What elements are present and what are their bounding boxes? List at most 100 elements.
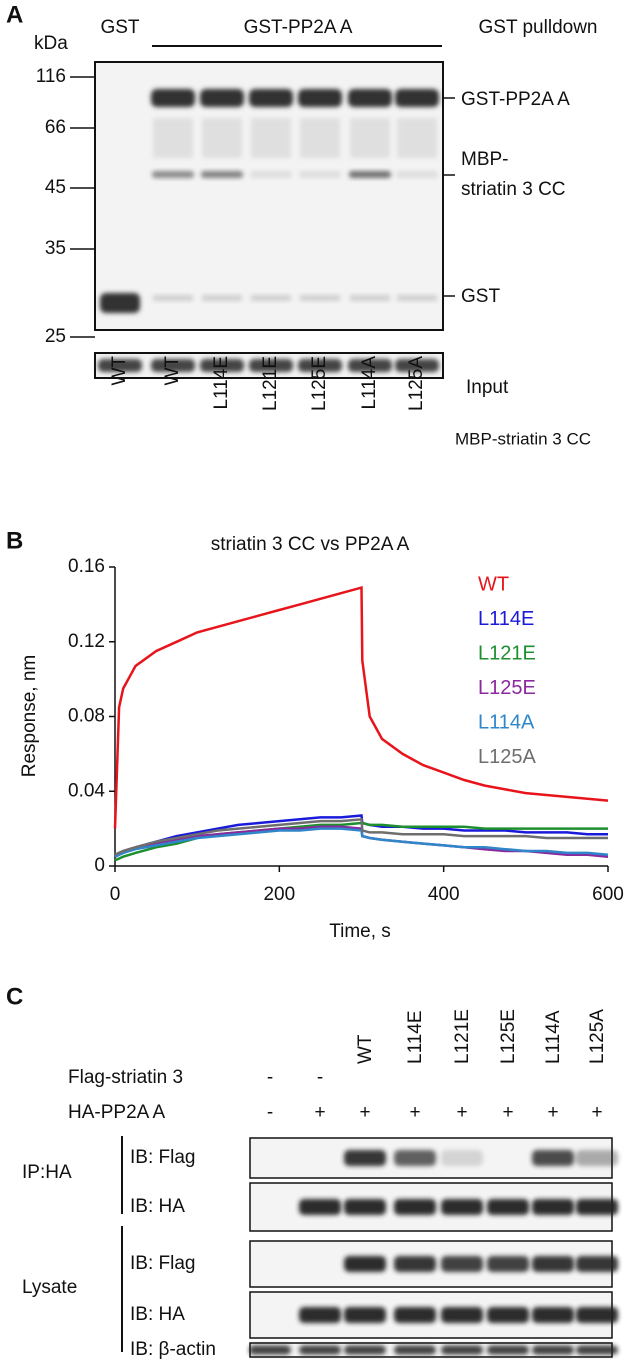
band [200,359,244,372]
band [201,171,243,178]
lane-label: L114E [211,356,232,410]
band [344,1307,386,1323]
legend-entry: WT [478,573,509,595]
band [249,359,293,372]
band [576,1199,618,1215]
band [441,1256,483,1272]
band [394,1150,436,1166]
band [394,1256,436,1272]
band-label: Input [466,377,509,398]
x-tick-label: 200 [263,884,295,905]
lane-label: L114A [543,1010,564,1064]
lane-label: + [359,1102,370,1123]
band [344,1256,386,1272]
lane-label: L121E [452,1009,473,1064]
band-label: striatin 3 CC [461,179,566,200]
band [298,359,342,372]
y-tick-label: 0.08 [68,706,105,727]
marker-label: 35 [45,238,66,259]
band [394,1307,436,1323]
lane-label: L114A [359,356,380,410]
kda-label: kDa [34,33,68,54]
group-label: Lysate [22,1277,77,1298]
lane-label: - [267,1102,273,1123]
band [576,1150,618,1166]
lane-label: + [502,1102,513,1123]
band [300,295,340,301]
x-tick-label: 0 [110,884,121,905]
legend-entry: L114A [478,711,535,733]
band [487,1199,529,1215]
band [151,359,195,372]
band [441,1307,483,1323]
row-label: Flag-striatin 3 [68,1067,183,1088]
band [100,293,140,313]
band [441,1345,483,1355]
panel-label: A [6,1,23,28]
lane-label: L125E [498,1009,519,1064]
y-tick-label: 0 [94,855,105,876]
band-label: MBP- [461,149,509,170]
lane-label: L125E [309,356,330,411]
lane-label: - [267,1067,273,1088]
band [249,89,293,107]
band [487,1256,529,1272]
blot-label: IB: β-actin [130,1339,216,1359]
series-line [114,817,608,856]
band [395,89,439,107]
band [394,1345,436,1355]
series-line [113,585,609,829]
legend-entry: L121E [478,642,536,664]
lane-label: L125A [406,356,427,411]
band [532,1307,574,1323]
y-tick-label: 0.12 [68,631,105,652]
band [348,359,392,372]
band [152,171,194,178]
lane-label: + [547,1102,558,1123]
band [441,1150,483,1166]
band-label: GST-PP2A A [461,89,570,110]
band [251,295,291,301]
band [153,118,193,158]
band [344,1199,386,1215]
band [151,89,195,107]
band [487,1307,529,1323]
band [487,1345,529,1355]
lane-label: WT [162,356,183,386]
lane-label: WT [109,356,130,386]
band [532,1150,574,1166]
band [153,295,193,301]
band-label: GST [461,286,500,307]
x-tick-label: 400 [428,884,460,905]
band [532,1199,574,1215]
chart-title: striatin 3 CC vs PP2A A [211,534,410,555]
band [532,1345,574,1355]
band [200,89,244,107]
lane-label: L114E [405,1010,426,1064]
band [576,1345,618,1355]
blot-label: IB: Flag [130,1147,195,1168]
band [397,295,437,301]
band [299,1345,341,1355]
band [394,1199,436,1215]
band [98,359,142,372]
band [250,171,292,178]
legend-entry: L125E [478,677,536,699]
band [395,359,439,372]
band [299,1307,341,1323]
header: GST pulldown [479,17,598,38]
band [349,171,391,178]
row-label: HA-PP2A A [68,1102,165,1123]
band [532,1256,574,1272]
marker-label: 66 [45,117,66,138]
blot-label: IB: HA [130,1196,185,1217]
lane-label: L125A [587,1009,608,1064]
x-tick-label: 600 [592,884,624,905]
y-tick-label: 0.04 [68,780,105,801]
band [251,118,291,158]
lane-label: L121E [260,356,281,411]
y-tick-label: 0.16 [68,556,105,577]
band [344,1150,386,1166]
lane-label: WT [355,1034,376,1064]
